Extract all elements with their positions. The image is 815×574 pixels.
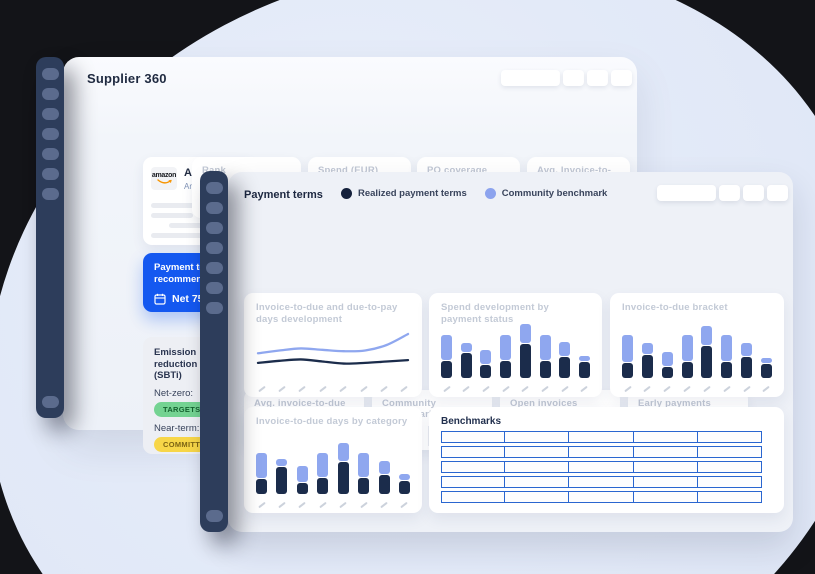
benchmarks-cell (633, 446, 698, 458)
benchmarks-cell (505, 461, 570, 473)
toolbar-button-3[interactable] (611, 70, 632, 86)
benchmarks-cell (633, 476, 698, 488)
panel-sidebar-item[interactable] (205, 262, 223, 274)
benchmarks-cell (697, 431, 762, 443)
benchmarks-cell (633, 461, 698, 473)
sidebar-item[interactable] (41, 68, 59, 80)
chart-card-itd-bracket: Invoice-to-due bracket (610, 293, 784, 397)
benchmarks-cell (569, 476, 634, 488)
panel-sidebar-item[interactable] (205, 222, 223, 234)
chart-card-itd-dtp-development: Invoice-to-due and due-to-pay days devel… (244, 293, 422, 397)
panel-toolbar-primary-button[interactable] (657, 185, 716, 201)
sidebar-item[interactable] (41, 88, 59, 100)
toolbar-button-1[interactable] (563, 70, 584, 86)
benchmarks-cell (505, 446, 570, 458)
benchmarks-title: Benchmarks (441, 416, 502, 427)
benchmarks-card: Benchmarks (429, 407, 784, 513)
panel-sidebar-item[interactable] (205, 182, 223, 194)
sidebar-item[interactable] (41, 108, 59, 120)
x-axis-skeleton-ticks (256, 385, 410, 393)
benchmarks-cell (441, 446, 506, 458)
chart-legend: Realized payment terms Community benchma… (341, 188, 607, 199)
panel-toolbar-button-1[interactable] (719, 185, 740, 201)
chart-card-spend-by-status: Spend development by payment status (429, 293, 602, 397)
bar-chart (256, 439, 410, 494)
sidebar-bottom-item[interactable] (41, 396, 59, 408)
skeleton-text-line (151, 213, 193, 218)
benchmarks-cell (569, 446, 634, 458)
amazon-logo: amazon (151, 167, 177, 190)
panel-sidebar (200, 171, 228, 532)
toolbar-button-2[interactable] (587, 70, 608, 86)
benchmarks-cell (633, 431, 698, 443)
benchmarks-table (441, 431, 762, 503)
sidebar-item[interactable] (41, 188, 59, 200)
benchmarks-cell (697, 461, 762, 473)
benchmarks-cell (441, 431, 506, 443)
benchmarks-cell (569, 431, 634, 443)
legend-dot-community (484, 188, 496, 199)
benchmarks-cell (441, 476, 506, 488)
benchmarks-cell (505, 431, 570, 443)
x-axis-skeleton-ticks (622, 385, 772, 393)
benchmarks-cell (505, 491, 570, 503)
sidebar-item[interactable] (41, 168, 59, 180)
sidebar-item[interactable] (41, 148, 59, 160)
x-axis-skeleton-ticks (256, 501, 410, 509)
chart-card-itd-by-category: Invoice-to-due days by category (244, 407, 422, 513)
panel-toolbar-button-2[interactable] (743, 185, 764, 201)
sidebar-item[interactable] (41, 128, 59, 140)
legend-item-realized: Realized payment terms (341, 188, 467, 199)
legend-item-community: Community benchmark (484, 188, 607, 199)
benchmarks-cell (633, 491, 698, 503)
panel-sidebar-item[interactable] (205, 242, 223, 254)
left-sidebar (36, 57, 64, 418)
benchmarks-cell (441, 461, 506, 473)
line-chart (254, 323, 412, 378)
bar-chart (622, 323, 772, 378)
divider (427, 426, 429, 446)
amazon-smile-icon (156, 178, 172, 184)
payment-terms-panel: Payment terms Realized payment terms Com… (228, 172, 793, 532)
benchmarks-cell (697, 476, 762, 488)
benchmarks-cell (697, 446, 762, 458)
x-axis-skeleton-ticks (441, 385, 590, 393)
benchmarks-cell (505, 476, 570, 488)
page-title: Supplier 360 (87, 71, 167, 86)
net-zero-label: Net-zero: (154, 387, 194, 399)
benchmarks-cell (569, 491, 634, 503)
legend-dot-realized (341, 188, 352, 199)
panel-title: Payment terms (244, 189, 323, 201)
benchmarks-cell (569, 461, 634, 473)
benchmarks-cell (441, 491, 506, 503)
bar-chart (441, 323, 590, 378)
panel-sidebar-bottom-item[interactable] (205, 510, 223, 522)
panel-sidebar-item[interactable] (205, 282, 223, 294)
near-term-label: Near-term: (154, 422, 200, 434)
panel-sidebar-item[interactable] (205, 202, 223, 214)
calendar-icon (154, 293, 166, 305)
panel-toolbar-button-3[interactable] (767, 185, 788, 201)
panel-sidebar-item[interactable] (205, 302, 223, 314)
benchmarks-cell (697, 491, 762, 503)
toolbar-primary-button[interactable] (501, 70, 560, 86)
skeleton-text-line (151, 233, 239, 238)
window-toolbar (501, 70, 632, 86)
panel-toolbar (657, 185, 788, 201)
